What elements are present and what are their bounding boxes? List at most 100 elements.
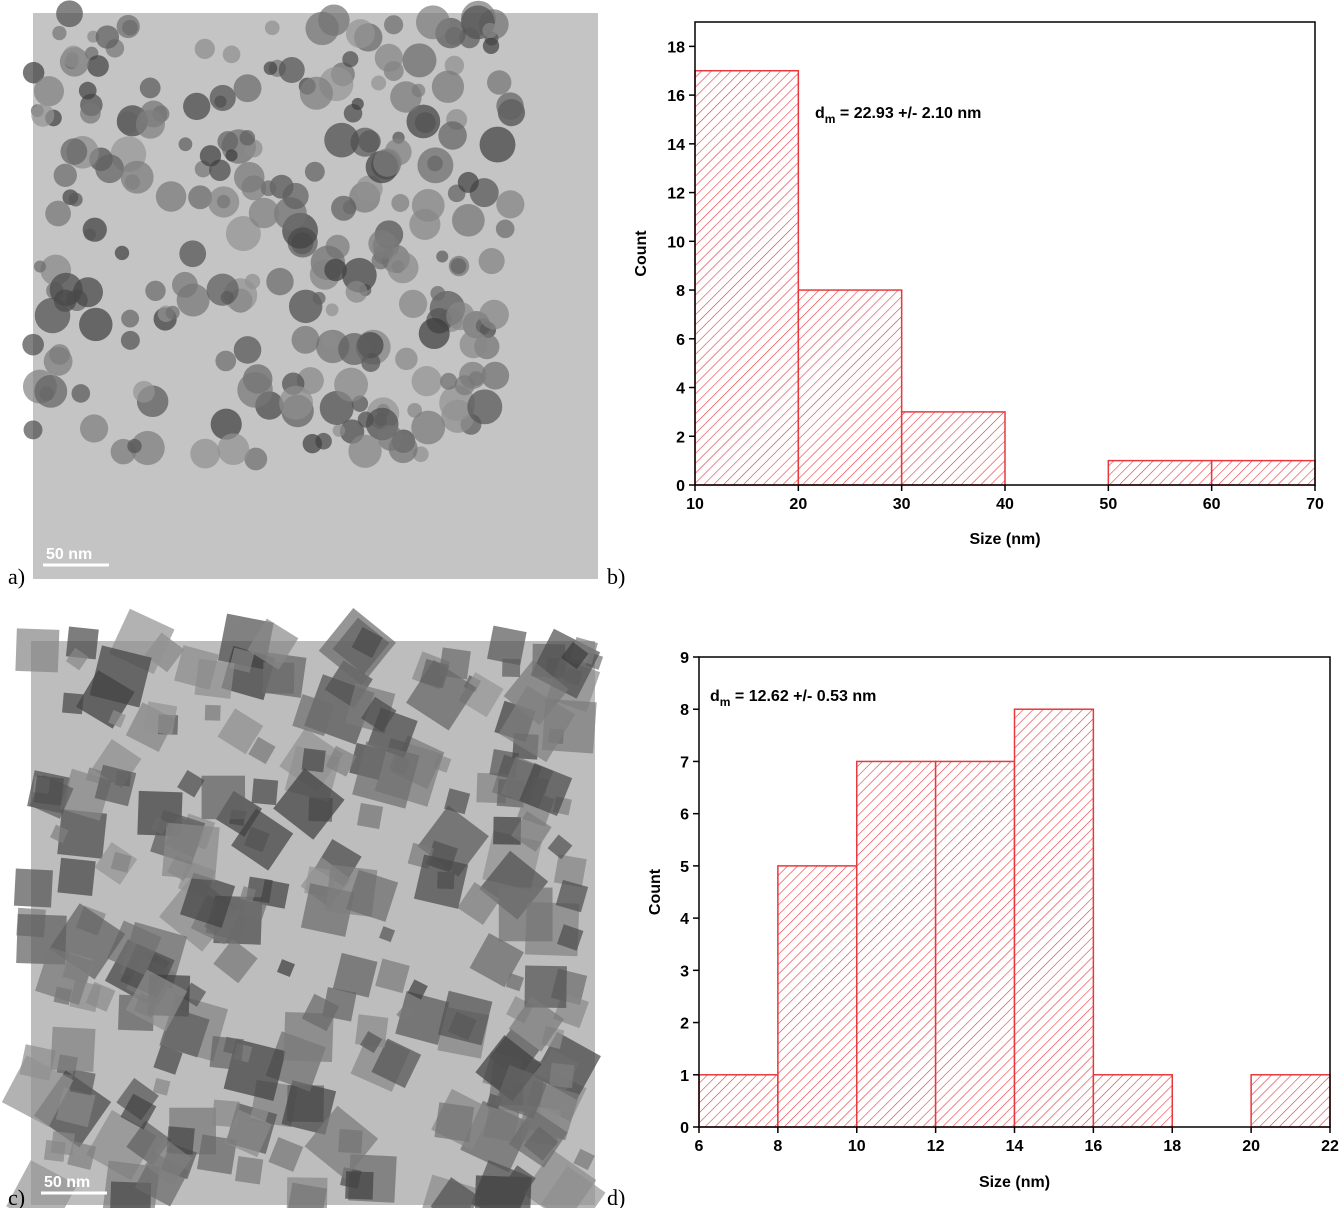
- particle: [263, 61, 278, 76]
- particle: [361, 696, 397, 733]
- particle: [251, 778, 279, 806]
- particle: [334, 367, 369, 402]
- y-tick-label: 0: [676, 478, 685, 495]
- particle: [178, 137, 193, 152]
- particle: [130, 430, 165, 466]
- particle: [498, 685, 576, 763]
- x-tick-label: 8: [773, 1138, 782, 1155]
- particle: [430, 1177, 481, 1213]
- particle: [346, 869, 399, 922]
- particle: [496, 92, 524, 120]
- particle: [133, 380, 155, 403]
- particle: [483, 1106, 520, 1143]
- particle: [278, 57, 305, 84]
- particle: [413, 854, 469, 909]
- particle: [55, 1087, 96, 1128]
- particle: [155, 181, 187, 212]
- bar: [934, 760, 1016, 1128]
- particle: [487, 70, 512, 95]
- particle: [59, 768, 112, 821]
- particle: [332, 952, 378, 998]
- particle: [324, 122, 359, 158]
- particle: [57, 808, 107, 859]
- particle: [225, 149, 238, 162]
- particle: [482, 37, 500, 55]
- particle: [478, 248, 505, 275]
- particle: [395, 347, 418, 371]
- bar: [900, 411, 1006, 486]
- particle: [22, 333, 44, 356]
- particle: [387, 251, 419, 284]
- particle: [342, 51, 359, 68]
- particle: [248, 197, 280, 229]
- particle: [508, 1108, 568, 1168]
- particle: [345, 280, 368, 303]
- particle: [33, 76, 65, 107]
- particle: [82, 217, 107, 242]
- y-tick-label: 2: [676, 429, 685, 446]
- y-tick-label: 2: [680, 1016, 689, 1033]
- particle: [65, 647, 89, 671]
- particle: [120, 160, 154, 194]
- particle: [33, 775, 65, 806]
- bar: [797, 289, 903, 486]
- particle: [494, 1064, 549, 1119]
- annotation-symbol: d: [815, 105, 825, 122]
- x-tick-label: 20: [1242, 1138, 1260, 1155]
- particle: [482, 22, 498, 39]
- particle: [406, 104, 441, 139]
- particle: [305, 11, 339, 46]
- particle: [217, 433, 250, 466]
- particle: [496, 190, 525, 219]
- x-tick-label: 60: [1203, 496, 1221, 513]
- particle: [122, 19, 138, 36]
- particle: [225, 216, 261, 252]
- particle: [511, 811, 552, 852]
- particle: [281, 1080, 337, 1135]
- particle: [264, 20, 280, 36]
- x-tick-label: 12: [927, 1138, 945, 1155]
- particle: [94, 764, 137, 807]
- particle: [359, 1031, 383, 1054]
- particle: [479, 126, 516, 163]
- y-tick-label: 1: [680, 1068, 689, 1085]
- particle: [150, 816, 169, 835]
- particle: [457, 171, 479, 193]
- particle: [351, 97, 364, 111]
- particle: [35, 946, 94, 1005]
- particle: [418, 318, 450, 350]
- particle: [356, 802, 384, 830]
- x-tick-label: 16: [1084, 1138, 1102, 1155]
- particle: [56, 0, 83, 28]
- particle: [89, 645, 152, 708]
- particle: [411, 410, 446, 445]
- particle: [15, 628, 60, 673]
- particle: [67, 1141, 97, 1170]
- x-tick-label: 18: [1163, 1138, 1181, 1155]
- particle: [454, 375, 475, 396]
- particle: [395, 990, 450, 1046]
- particle: [50, 1131, 75, 1156]
- particle: [266, 267, 294, 296]
- particle: [31, 103, 55, 127]
- particle: [505, 973, 525, 992]
- particle: [398, 289, 428, 319]
- particle: [1, 1055, 74, 1127]
- particle: [304, 1105, 379, 1180]
- particle: [481, 361, 510, 390]
- particle: [371, 1038, 422, 1089]
- y-axis-label: Count: [647, 868, 664, 915]
- particle: [209, 1035, 244, 1071]
- particle: [144, 1138, 192, 1186]
- particle: [444, 27, 464, 46]
- particle: [233, 74, 262, 103]
- y-tick-label: 10: [667, 234, 685, 251]
- particle: [438, 121, 467, 150]
- y-tick-label: 18: [667, 39, 685, 56]
- y-tick-label: 14: [667, 137, 685, 154]
- particle: [407, 979, 428, 1000]
- particle: [304, 161, 325, 182]
- particle: [71, 384, 91, 403]
- particle: [553, 854, 587, 888]
- particle: [508, 996, 564, 1052]
